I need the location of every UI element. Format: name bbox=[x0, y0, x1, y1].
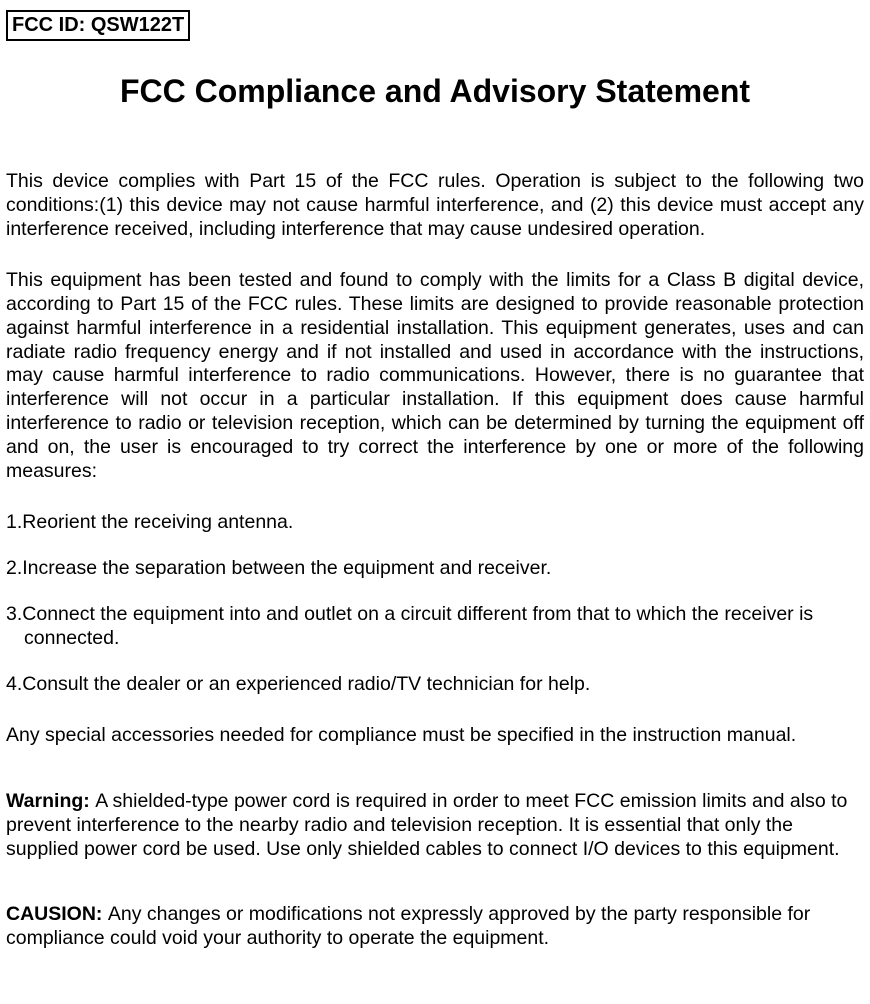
caution-paragraph: CAUSION: Any changes or modifications no… bbox=[6, 903, 864, 951]
warning-paragraph: Warning: A shielded-type power cord is r… bbox=[6, 790, 864, 861]
list-item-3-line1: 3.Connect the equipment into and outlet … bbox=[6, 603, 813, 625]
caution-label: CAUSION: bbox=[6, 903, 108, 925]
fcc-id-box: FCC ID: QSW122T bbox=[6, 10, 190, 41]
tested-paragraph: This equipment has been tested and found… bbox=[6, 269, 864, 483]
list-item-3: 3.Connect the equipment into and outlet … bbox=[6, 603, 864, 651]
compliance-paragraph: This device complies with Part 15 of the… bbox=[6, 170, 864, 241]
list-item-3-line2: connected. bbox=[6, 627, 864, 651]
accessories-paragraph: Any special accessories needed for compl… bbox=[6, 724, 864, 748]
fcc-id-text: FCC ID: QSW122T bbox=[12, 14, 184, 36]
caution-text: Any changes or modifications not express… bbox=[6, 903, 810, 949]
list-item-1: 1.Reorient the receiving antenna. bbox=[6, 511, 864, 535]
list-item-4: 4.Consult the dealer or an experienced r… bbox=[6, 673, 864, 697]
list-item-2: 2.Increase the separation between the eq… bbox=[6, 557, 864, 581]
warning-text: A shielded-type power cord is required i… bbox=[6, 790, 847, 860]
warning-label: Warning: bbox=[6, 790, 95, 812]
page-title: FCC Compliance and Advisory Statement bbox=[6, 73, 864, 110]
